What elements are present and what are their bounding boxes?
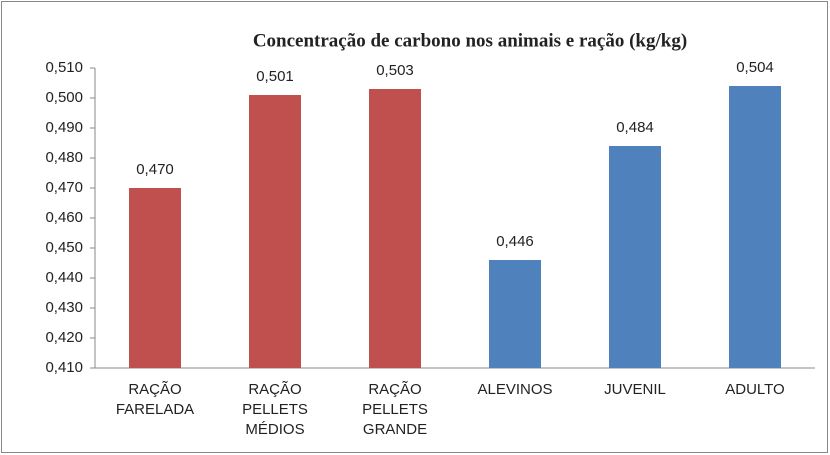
data-label: 0,446 bbox=[496, 233, 534, 250]
y-tick-label: 0,490 bbox=[45, 119, 83, 136]
bar bbox=[369, 89, 421, 368]
y-tick-label: 0,470 bbox=[45, 179, 83, 196]
bar bbox=[129, 188, 181, 368]
x-tick-label: RAÇÃO PELLETS GRANDE bbox=[362, 381, 428, 438]
y-tick-label: 0,460 bbox=[45, 209, 83, 226]
y-tick-label: 0,500 bbox=[45, 89, 83, 106]
y-tick-label: 0,440 bbox=[45, 269, 83, 286]
x-tick-label: RAÇÃO FARELADA bbox=[116, 381, 194, 418]
bar bbox=[729, 86, 781, 368]
bar bbox=[249, 95, 301, 368]
x-tick-label: ALEVINOS bbox=[477, 381, 552, 398]
y-tick-label: 0,510 bbox=[45, 59, 83, 76]
data-label: 0,504 bbox=[736, 59, 774, 76]
x-tick-label: JUVENIL bbox=[604, 381, 666, 398]
x-tick-label: ADULTO bbox=[725, 381, 784, 398]
data-label: 0,503 bbox=[376, 62, 414, 79]
y-tick-label: 0,410 bbox=[45, 359, 83, 376]
chart-title: Concentração de carbono nos animais e ra… bbox=[253, 30, 687, 51]
data-label: 0,501 bbox=[256, 68, 294, 85]
x-tick-label: RAÇÃO PELLETS MÉDIOS bbox=[242, 381, 308, 438]
y-tick-label: 0,420 bbox=[45, 329, 83, 346]
bar bbox=[609, 146, 661, 368]
bar bbox=[489, 260, 541, 368]
y-tick-label: 0,450 bbox=[45, 239, 83, 256]
y-tick-label: 0,430 bbox=[45, 299, 83, 316]
data-label: 0,484 bbox=[616, 119, 654, 136]
data-label: 0,470 bbox=[136, 161, 174, 178]
y-tick-label: 0,480 bbox=[45, 149, 83, 166]
